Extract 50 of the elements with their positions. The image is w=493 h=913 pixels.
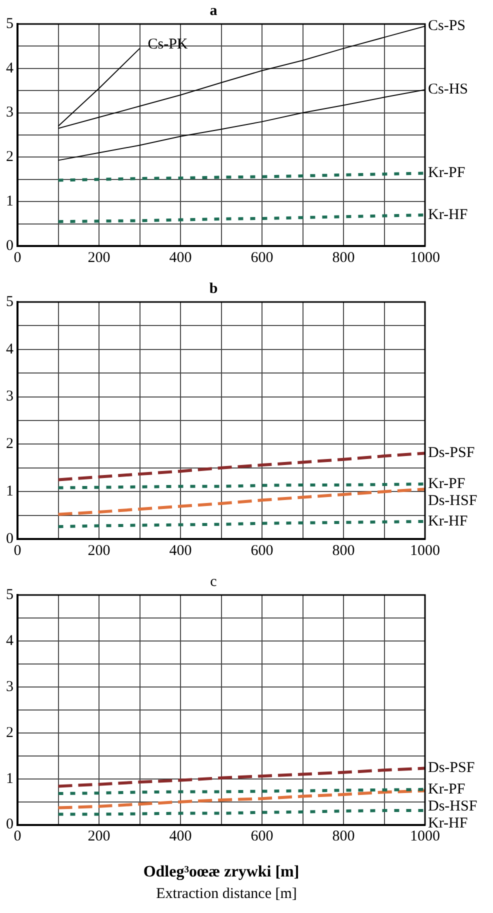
y-tick-label: 3: [6, 678, 14, 695]
chart-title: a: [210, 2, 218, 19]
x-tick-label: 200: [88, 828, 110, 845]
series-label: Kr-PF: [428, 165, 466, 182]
y-tick-label: 0: [6, 238, 14, 254]
series-label: Kr-HF: [428, 815, 468, 832]
series-label: Kr-HF: [428, 206, 468, 223]
x-axis-title: Odleg³oœæ zrywki [m]: [143, 864, 300, 881]
y-tick-label: 4: [6, 341, 14, 358]
y-tick-label: 3: [6, 104, 14, 121]
x-tick-label: 200: [88, 250, 110, 266]
x-tick-label: 400: [169, 828, 192, 845]
y-tick-label: 0: [6, 816, 14, 833]
y-tick-label: 5: [6, 586, 14, 603]
x-tick-label: 800: [332, 250, 355, 266]
chart-title: b: [209, 280, 218, 297]
y-tick-label: 3: [6, 388, 14, 405]
x-tick-label: 200: [88, 542, 110, 559]
series-label: Ds-HSF: [428, 492, 478, 509]
series-label: Kr-HF: [428, 513, 468, 530]
x-tick-label: 1000: [410, 542, 440, 559]
y-tick-label: 2: [6, 149, 14, 166]
y-tick-label: 4: [6, 632, 14, 649]
y-tick-label: 4: [6, 60, 14, 76]
chart-title: c: [210, 574, 218, 590]
series-label: Kr-PF: [428, 781, 466, 798]
series-label: Kr-PF: [428, 476, 466, 492]
series-label: Ds-PSF: [428, 760, 475, 776]
series-label: Ds-PSF: [428, 445, 475, 462]
y-tick-label: 5: [6, 294, 14, 310]
y-tick-label: 2: [6, 436, 14, 452]
y-tick-label: 1: [6, 194, 14, 210]
series-label: Cs-HS: [428, 82, 468, 98]
series-label: Cs-PS: [428, 18, 466, 34]
x-tick-label: 800: [332, 542, 355, 559]
y-tick-label: 0: [6, 530, 14, 547]
x-tick-label: 1000: [410, 828, 440, 845]
x-tick-label: 400: [169, 542, 192, 559]
text: Extraction distance [m]: [155, 886, 298, 903]
y-tick-label: 2: [6, 724, 14, 741]
x-tick-label: 400: [169, 250, 192, 266]
y-tick-label: 1: [6, 484, 14, 500]
x-tick-label: 800: [332, 828, 355, 845]
x-tick-label: 600: [250, 828, 274, 845]
x-tick-label: 600: [250, 542, 274, 559]
x-tick-label: 1000: [410, 250, 440, 266]
y-tick-label: 1: [6, 770, 14, 787]
x-tick-label: 600: [250, 250, 274, 266]
series-label: Ds-HSF: [428, 798, 478, 814]
y-tick-label: 5: [6, 16, 14, 32]
